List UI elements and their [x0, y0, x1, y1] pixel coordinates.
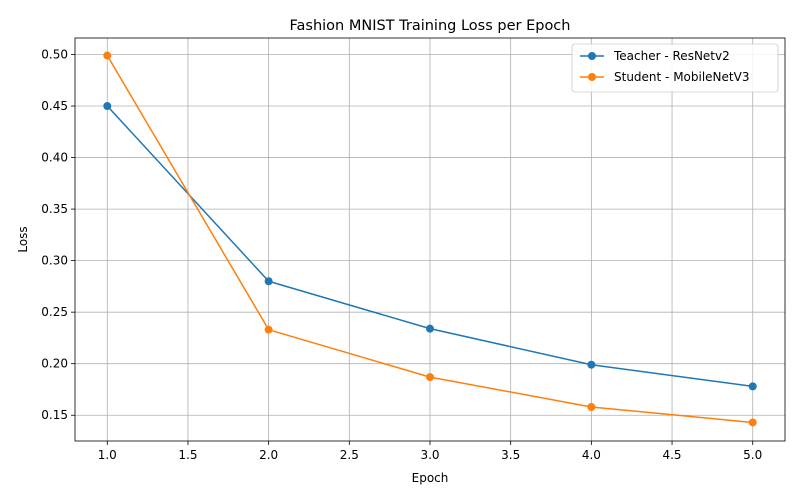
data-point	[103, 102, 112, 111]
x-tick-label: 5.0	[743, 448, 762, 462]
data-point	[426, 324, 434, 333]
data-point	[426, 373, 434, 382]
y-tick-label: 0.40	[41, 151, 68, 165]
legend-label: Teacher - ResNetv2	[613, 49, 730, 63]
y-tick-label: 0.45	[41, 99, 68, 113]
y-tick-label: 0.20	[41, 357, 68, 371]
x-tick-label: 1.5	[178, 448, 197, 462]
legend-item: Teacher - ResNetv2	[580, 49, 730, 63]
legend: Teacher - ResNetv2 Student - MobileNetV3	[571, 43, 779, 93]
legend-box	[571, 43, 779, 93]
y-tick-label: 0.50	[41, 47, 68, 61]
legend-label: Student - MobileNetV3	[614, 70, 749, 84]
x-tick-label: 4.5	[662, 448, 681, 462]
data-point	[748, 418, 757, 427]
x-axis: 1.0 1.5 2.0 2.5 3.0 3.5 4.0 4.5 5.0	[98, 441, 762, 462]
data-point	[264, 277, 273, 286]
x-axis-title: Epoch	[412, 471, 449, 485]
data-point	[748, 382, 757, 391]
x-tick-label: 3.0	[420, 448, 439, 462]
y-tick-label: 0.25	[41, 305, 68, 319]
y-tick-label: 0.30	[41, 254, 68, 268]
y-tick-label: 0.15	[41, 408, 68, 422]
x-tick-label: 2.0	[259, 448, 278, 462]
y-axis-title: Loss	[16, 226, 30, 252]
data-point	[264, 325, 273, 334]
y-tick-label: 0.35	[41, 202, 68, 216]
legend-item: Student - MobileNetV3	[580, 70, 749, 84]
x-tick-label: 2.5	[340, 448, 359, 462]
x-tick-label: 1.0	[98, 448, 117, 462]
series-2	[103, 51, 757, 427]
y-axis: 0.15 0.20 0.25 0.30 0.35 0.40 0.45 0.50	[41, 47, 75, 422]
data-point	[587, 402, 596, 411]
x-tick-label: 3.5	[501, 448, 520, 462]
series-1	[103, 102, 757, 391]
chart-title: Fashion MNIST Training Loss per Epoch	[290, 18, 571, 34]
series-layer	[103, 51, 757, 427]
data-point	[103, 51, 112, 60]
legend-marker	[588, 73, 596, 81]
x-tick-label: 4.0	[582, 448, 601, 462]
legend-marker	[588, 52, 596, 60]
data-point	[587, 360, 596, 369]
